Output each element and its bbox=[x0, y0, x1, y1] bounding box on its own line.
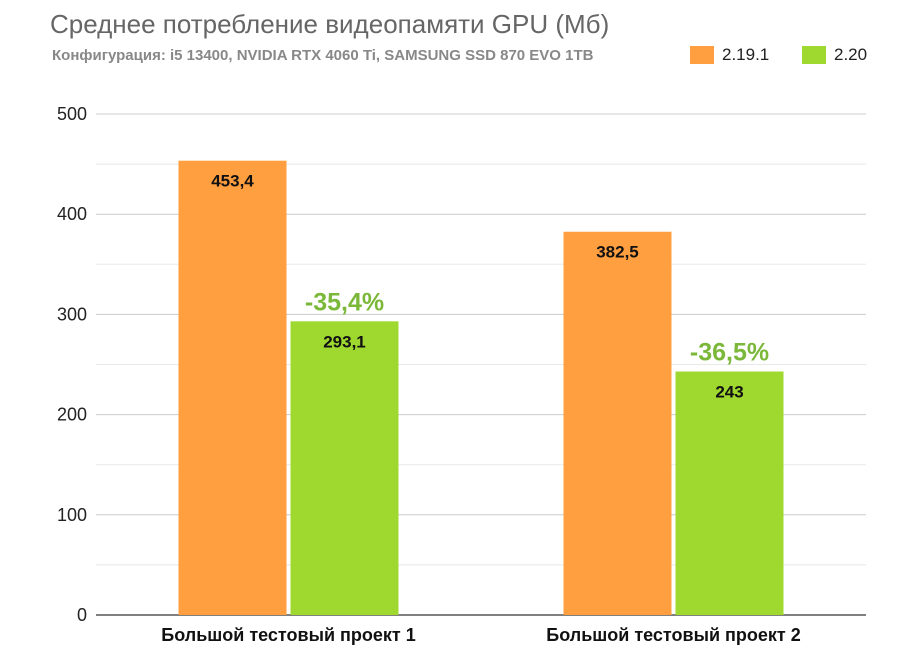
legend-label-series-2: 2.20 bbox=[834, 45, 868, 64]
data-label: 243 bbox=[715, 383, 743, 402]
bar-series-2 bbox=[675, 371, 784, 615]
legend-label-series-1: 2.19.1 bbox=[722, 45, 770, 64]
legend-swatch-series-2 bbox=[802, 46, 826, 64]
y-tick-label: 400 bbox=[57, 204, 87, 224]
y-tick-label: 300 bbox=[57, 304, 87, 324]
data-label: 382,5 bbox=[596, 243, 639, 262]
legend-item-series-1: 2.19.1 bbox=[690, 45, 769, 65]
y-tick-label: 500 bbox=[57, 104, 87, 124]
data-label: 293,1 bbox=[323, 332, 366, 351]
data-label: 453,4 bbox=[211, 172, 254, 191]
y-tick-label: 0 bbox=[77, 605, 87, 625]
bar-series-1 bbox=[563, 231, 672, 616]
y-tick-label: 100 bbox=[57, 505, 87, 525]
percent-change-annotation: -35,4% bbox=[305, 288, 384, 316]
x-category-label: Большой тестовый проект 2 bbox=[546, 625, 800, 645]
bar-series-2 bbox=[290, 321, 399, 615]
legend-item-series-2: 2.20 bbox=[802, 45, 867, 65]
bar-series-1 bbox=[178, 160, 287, 615]
chart-title: Среднее потребление видеопамяти GPU (Мб) bbox=[50, 9, 610, 39]
legend-swatch-series-1 bbox=[690, 46, 714, 64]
y-tick-label: 200 bbox=[57, 405, 87, 425]
chart-subtitle: Конфигурация: i5 13400, NVIDIA RTX 4060 … bbox=[52, 47, 594, 64]
x-category-label: Большой тестовый проект 1 bbox=[161, 625, 415, 645]
percent-change-annotation: -36,5% bbox=[690, 339, 769, 367]
